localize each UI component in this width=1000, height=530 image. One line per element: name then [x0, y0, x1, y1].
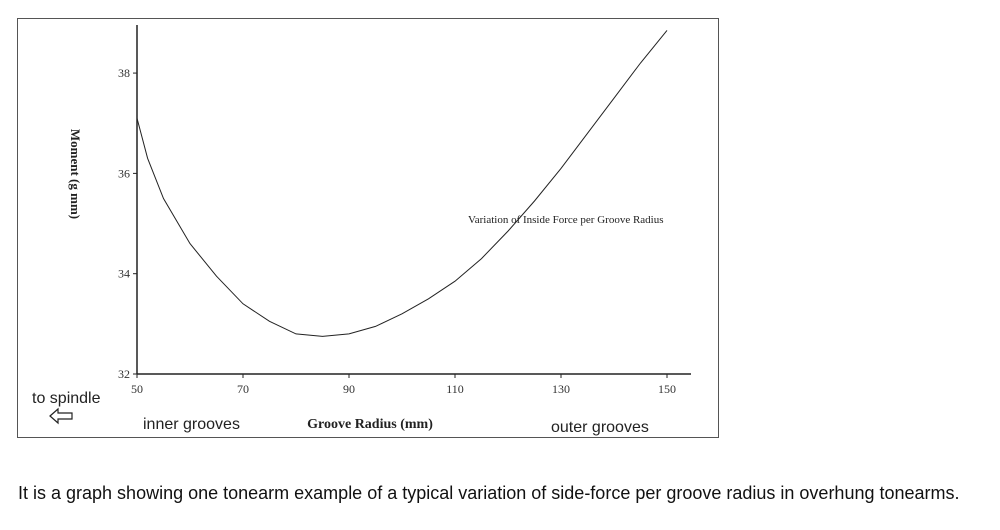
to-spindle-label: to spindle: [32, 390, 101, 407]
y-axis-label: Moment (g mm): [68, 129, 83, 219]
curve-annotation: Variation of Inside Force per Groove Rad…: [468, 214, 664, 226]
left-arrow-icon: [49, 407, 73, 425]
x-axis-label: Groove Radius (mm): [307, 417, 433, 432]
y-tick-label: 32: [118, 367, 130, 381]
chart-axes: [136, 25, 691, 375]
chart-plot: 50 70 90 110 130 150 32 34 36 38 Moment (g mm) Gr…: [32, 25, 691, 436]
outer-grooves-label: outer grooves: [551, 419, 649, 436]
y-tick-label: 34: [118, 267, 130, 281]
y-tick-label: 36: [118, 166, 130, 180]
figure-caption: It is a graph showing one tonearm exampl…: [18, 483, 960, 503]
x-tick-label: 50: [131, 382, 143, 396]
inner-grooves-label: inner grooves: [143, 416, 240, 433]
x-tick-label: 90: [343, 382, 355, 396]
chart-figure: 50 70 90 110 130 150 32 34 36 38 Moment (g mm) Gr…: [17, 18, 719, 438]
x-tick-label: 110: [446, 382, 464, 396]
series-line: [136, 30, 668, 337]
x-tick-label: 130: [552, 382, 570, 396]
x-tick-label: 70: [237, 382, 249, 396]
chart-ticks: 50 70 90 110 130 150 32 34 36 38: [118, 66, 676, 396]
x-tick-label: 150: [658, 382, 676, 396]
y-tick-label: 38: [118, 66, 130, 80]
